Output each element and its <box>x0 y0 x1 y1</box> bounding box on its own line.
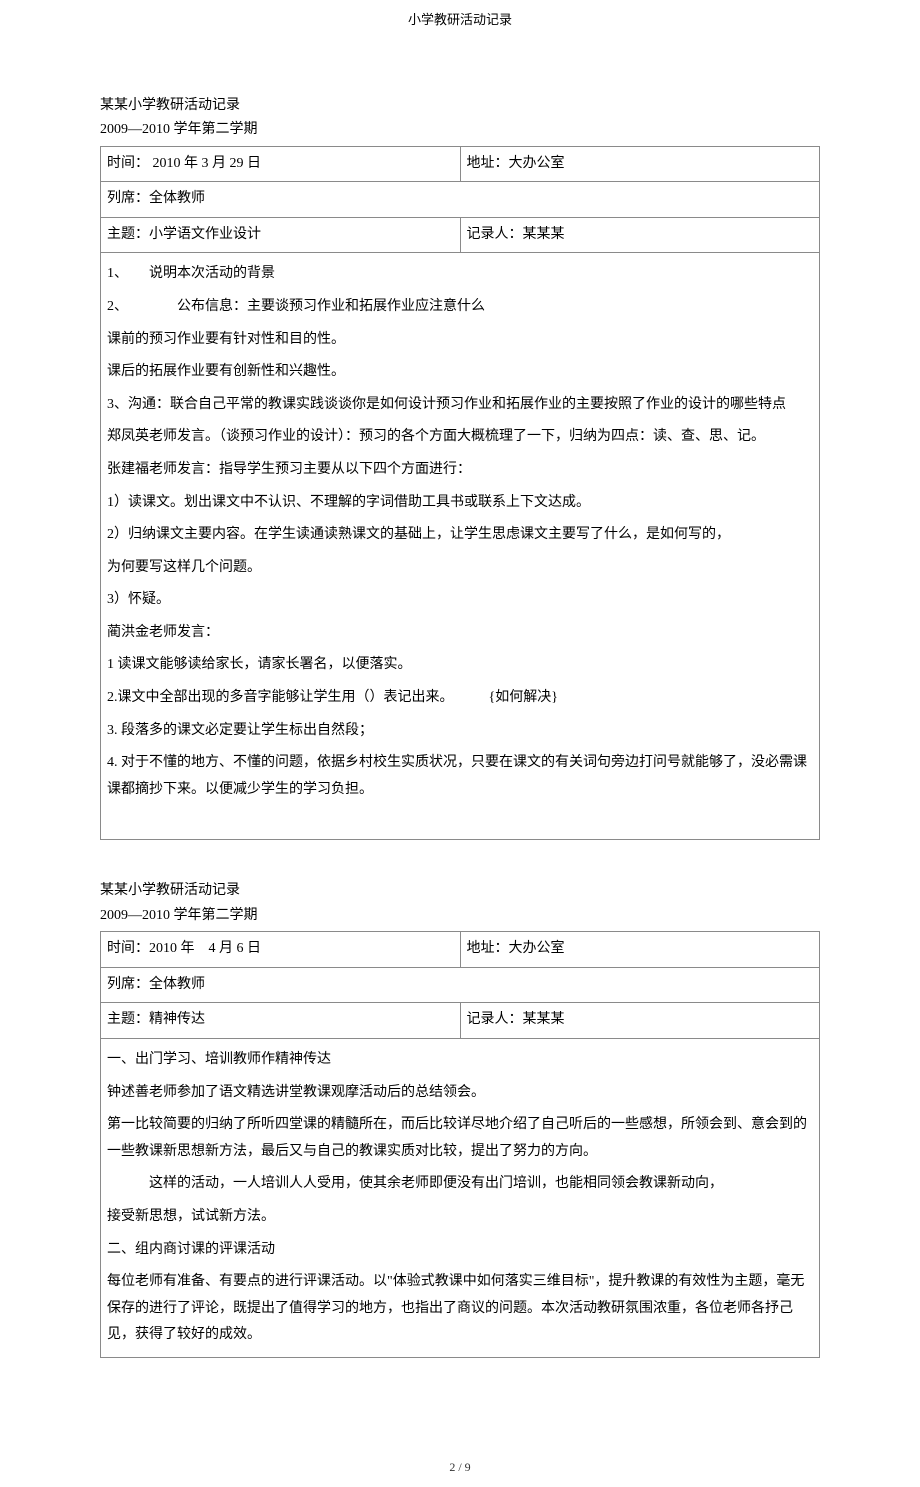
record2-attendees-cell: 列席：全体教师 <box>101 967 820 1003</box>
record1-body-p2: 2、 公布信息：主要谈预习作业和拓展作业应注意什么 <box>107 292 813 323</box>
record1-body-p12: 蔺洪金老师发言： <box>107 618 813 649</box>
record1-place-cell: 地址：大办公室 <box>460 146 820 182</box>
record2-body-p4: 这样的活动，一人培训人人受用，使其余老师即便没有出门培训，也能相同领会教课新动向… <box>107 1169 813 1200</box>
record1-body-p13: 1 读课文能够读给家长，请家长署名，以便落实。 <box>107 650 813 681</box>
record1-title: 某某小学教研活动记录 <box>100 95 820 117</box>
record2-body-p6: 二、组内商讨课的评课活动 <box>107 1235 813 1266</box>
record1-recorder-cell: 记录人：某某某 <box>460 217 820 253</box>
record2-body-p7: 每位老师有准备、有要点的进行评课活动。以"体验式教课中如何落实三维目标"，提升教… <box>107 1267 813 1351</box>
record2-title: 某某小学教研活动记录 <box>100 880 820 902</box>
record1-time-cell: 时间： 2010 年 3 月 29 日 <box>101 146 461 182</box>
record1-table: 时间： 2010 年 3 月 29 日 地址：大办公室 列席：全体教师 主题：小… <box>100 146 820 841</box>
record1-body-cell: 1、 说明本次活动的背景 2、 公布信息：主要谈预习作业和拓展作业应注意什么 课… <box>101 253 820 840</box>
record1-body-p16: 4. 对于不懂的地方、不懂的问题，依据乡村校生实质状况，只要在课文的有关词句旁边… <box>107 748 813 805</box>
record2-body-p5: 接受新思想，试试新方法。 <box>107 1202 813 1233</box>
content-area: 某某小学教研活动记录 2009―2010 学年第二学期 时间： 2010 年 3… <box>0 35 920 1438</box>
record1-attendees-cell: 列席：全体教师 <box>101 182 820 218</box>
record2-body-p2: 钟述善老师参加了语文精选讲堂教课观摩活动后的总结领会。 <box>107 1078 813 1109</box>
record1-body-p7: 张建福老师发言：指导学生预习主要从以下四个方面进行： <box>107 455 813 486</box>
record1-body-p3: 课前的预习作业要有针对性和目的性。 <box>107 325 813 356</box>
record1-subtitle: 2009―2010 学年第二学期 <box>100 119 820 141</box>
record1-body-p1: 1、 说明本次活动的背景 <box>107 259 813 290</box>
record2-time-cell: 时间：2010 年 4 月 6 日 <box>101 932 461 968</box>
record1-body-p6: 郑凤英老师发言。（谈预习作业的设计）：预习的各个方面大概梳理了一下，归纳为四点：… <box>107 422 813 453</box>
record2-body-cell: 一、出门学习、培训教师作精神传达 钟述善老师参加了语文精选讲堂教课观摩活动后的总… <box>101 1039 820 1358</box>
record2-place-cell: 地址：大办公室 <box>460 932 820 968</box>
record2-recorder-cell: 记录人：某某某 <box>460 1003 820 1039</box>
record2-topic-cell: 主题：精神传达 <box>101 1003 461 1039</box>
record2-body-p3: 第一比较简要的归纳了所听四堂课的精髓所在，而后比较详尽地介绍了自己听后的一些感想… <box>107 1110 813 1167</box>
record1-body-p4: 课后的拓展作业要有创新性和兴趣性。 <box>107 357 813 388</box>
record1-body-p15: 3. 段落多的课文必定要让学生标出自然段； <box>107 716 813 747</box>
record1-body-p5: 3、沟通：联合自己平常的教课实践谈谈你是如何设计预习作业和拓展作业的主要按照了作… <box>107 390 813 421</box>
record1-body-p10: 为何要写这样几个问题。 <box>107 553 813 584</box>
record1-body-p8: 1）读课文。划出课文中不认识、不理解的字词借助工具书或联系上下文达成。 <box>107 488 813 519</box>
page-footer: 2 / 9 <box>0 1438 920 1487</box>
record2-subtitle: 2009―2010 学年第二学期 <box>100 905 820 927</box>
record1-body-p11: 3）怀疑。 <box>107 585 813 616</box>
record2-table: 时间：2010 年 4 月 6 日 地址：大办公室 列席：全体教师 主题：精神传… <box>100 931 820 1358</box>
record1-topic-cell: 主题：小学语文作业设计 <box>101 217 461 253</box>
record2-body-p1: 一、出门学习、培训教师作精神传达 <box>107 1045 813 1076</box>
record1-body-p9: 2）归纳课文主要内容。在学生读通读熟课文的基础上，让学生思虑课文主要写了什么，是… <box>107 520 813 551</box>
record1-body-p14: 2.课文中全部出现的多音字能够让学生用（）表记出来。 {如何解决} <box>107 683 813 714</box>
page-header: 小学教研活动记录 <box>0 0 920 35</box>
